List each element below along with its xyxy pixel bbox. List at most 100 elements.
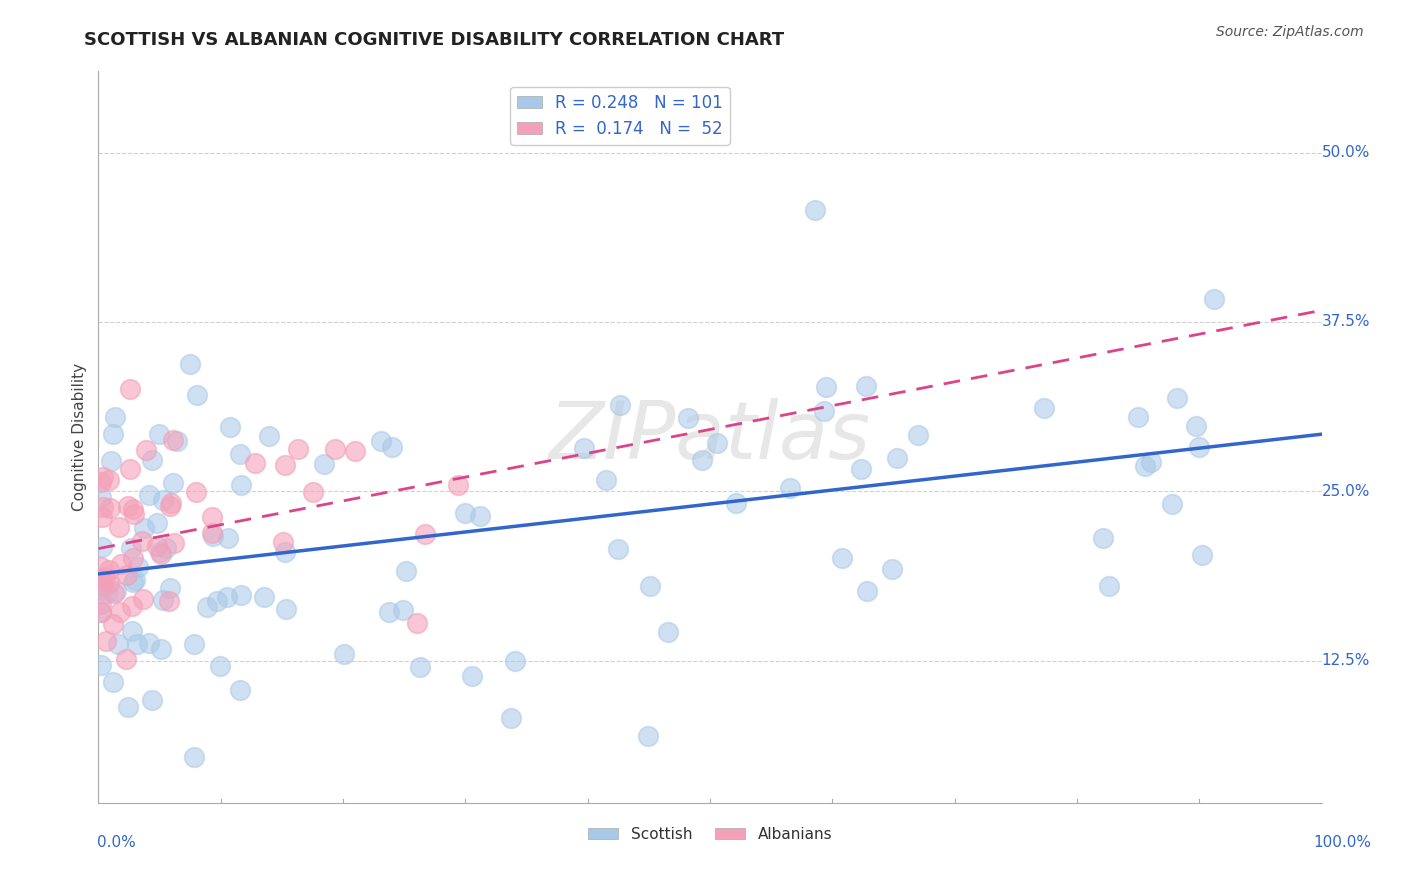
Point bbox=[1098, 579, 1121, 593]
Text: 12.5%: 12.5% bbox=[1322, 653, 1369, 668]
Point bbox=[1191, 548, 1213, 562]
Point bbox=[1133, 458, 1156, 473]
Point bbox=[201, 528, 224, 542]
Point bbox=[90, 579, 112, 593]
Point bbox=[146, 516, 169, 531]
Point bbox=[413, 527, 436, 541]
Point bbox=[90, 605, 112, 619]
Point bbox=[97, 576, 120, 591]
Point bbox=[855, 379, 877, 393]
Point bbox=[1092, 531, 1115, 545]
Point bbox=[90, 572, 112, 586]
Point bbox=[706, 436, 728, 450]
Point bbox=[815, 380, 838, 394]
Point bbox=[409, 660, 432, 674]
Point bbox=[302, 485, 325, 500]
Point bbox=[115, 652, 138, 666]
Point bbox=[274, 458, 297, 473]
Point bbox=[121, 502, 143, 516]
Point bbox=[243, 456, 266, 470]
Point bbox=[100, 454, 122, 468]
Point bbox=[90, 509, 112, 524]
Point bbox=[134, 521, 156, 535]
Point bbox=[370, 434, 392, 449]
Point bbox=[152, 492, 174, 507]
Point bbox=[103, 586, 125, 600]
Point bbox=[637, 730, 659, 744]
Point bbox=[231, 478, 253, 492]
Point bbox=[229, 447, 252, 461]
Point bbox=[149, 642, 172, 657]
Point bbox=[453, 506, 475, 520]
Point bbox=[813, 404, 835, 418]
Point bbox=[179, 357, 201, 371]
Point bbox=[91, 500, 114, 514]
Point bbox=[1139, 455, 1161, 469]
Text: ZIPatlas: ZIPatlas bbox=[548, 398, 872, 476]
Point bbox=[219, 419, 242, 434]
Point bbox=[205, 593, 228, 607]
Point bbox=[274, 601, 297, 615]
Point bbox=[152, 593, 174, 607]
Point bbox=[446, 478, 468, 492]
Point bbox=[907, 428, 929, 442]
Point bbox=[217, 590, 239, 604]
Text: Source: ZipAtlas.com: Source: ZipAtlas.com bbox=[1216, 25, 1364, 39]
Point bbox=[657, 625, 679, 640]
Point bbox=[314, 457, 336, 471]
Point bbox=[183, 636, 205, 650]
Point bbox=[127, 637, 149, 651]
Point bbox=[110, 557, 132, 571]
Point bbox=[503, 654, 526, 668]
Point bbox=[461, 668, 484, 682]
Point bbox=[851, 462, 873, 476]
Point bbox=[132, 591, 155, 606]
Point bbox=[121, 624, 143, 638]
Point bbox=[98, 473, 121, 487]
Point bbox=[183, 750, 205, 764]
Point bbox=[257, 429, 280, 443]
Point bbox=[501, 711, 523, 725]
Point bbox=[273, 545, 295, 559]
Point bbox=[186, 387, 208, 401]
Point bbox=[122, 574, 145, 589]
Text: SCOTTISH VS ALBANIAN COGNITIVE DISABILITY CORRELATION CHART: SCOTTISH VS ALBANIAN COGNITIVE DISABILIT… bbox=[84, 31, 785, 49]
Point bbox=[200, 510, 222, 524]
Point bbox=[405, 616, 427, 631]
Point bbox=[880, 562, 903, 576]
Point bbox=[90, 598, 112, 612]
Point bbox=[231, 588, 253, 602]
Point bbox=[162, 433, 184, 447]
Point bbox=[323, 442, 346, 456]
Legend: Scottish, Albanians: Scottish, Albanians bbox=[582, 821, 838, 847]
Point bbox=[724, 496, 747, 510]
Point bbox=[344, 444, 367, 458]
Point bbox=[146, 539, 169, 553]
Point bbox=[1185, 419, 1208, 434]
Point bbox=[217, 531, 239, 545]
Point bbox=[141, 453, 163, 467]
Point bbox=[124, 573, 146, 587]
Point bbox=[381, 440, 404, 454]
Text: 37.5%: 37.5% bbox=[1322, 315, 1369, 329]
Point bbox=[107, 637, 129, 651]
Point bbox=[107, 520, 129, 534]
Point bbox=[195, 599, 218, 614]
Point bbox=[779, 482, 801, 496]
Point bbox=[155, 541, 177, 555]
Point bbox=[607, 541, 630, 556]
Point bbox=[101, 675, 124, 690]
Text: 25.0%: 25.0% bbox=[1322, 483, 1369, 499]
Point bbox=[94, 570, 117, 584]
Point bbox=[121, 599, 143, 614]
Point bbox=[149, 545, 172, 559]
Point bbox=[98, 500, 121, 515]
Point bbox=[163, 536, 186, 550]
Point bbox=[96, 634, 118, 648]
Point bbox=[157, 594, 180, 608]
Point bbox=[115, 567, 138, 582]
Point bbox=[103, 617, 125, 632]
Point bbox=[160, 496, 183, 510]
Point bbox=[690, 452, 713, 467]
Point bbox=[209, 658, 232, 673]
